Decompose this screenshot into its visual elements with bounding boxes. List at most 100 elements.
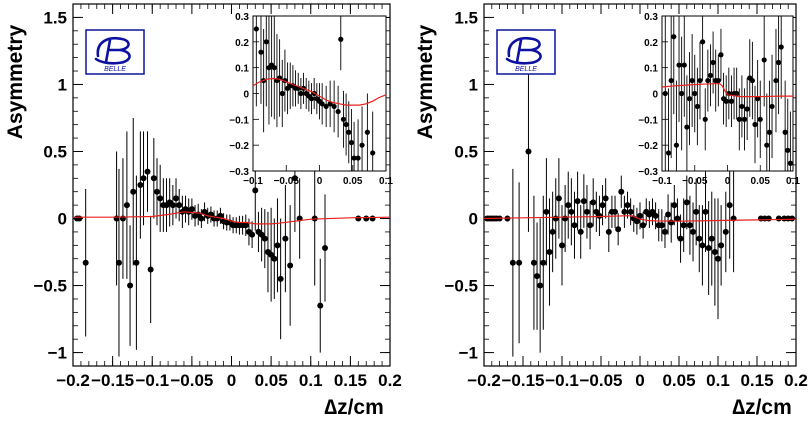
data-point — [201, 208, 208, 215]
inset-data-point — [718, 52, 724, 58]
x-tick-label: −0.2 — [467, 371, 501, 390]
data-point — [711, 249, 718, 256]
inset-data-point — [689, 77, 695, 84]
inset-data-point — [308, 96, 315, 102]
data-point — [287, 262, 294, 269]
data-point — [658, 222, 665, 229]
inset-data-point — [364, 129, 370, 135]
x-tick-label: −0.05 — [579, 371, 622, 390]
inset-data-point — [697, 77, 703, 84]
data-point — [605, 228, 612, 235]
y-tick-label: 1.5 — [43, 8, 67, 27]
inset-data-point — [736, 116, 742, 122]
inset-data-point — [665, 150, 672, 156]
inset-data-point — [331, 103, 337, 110]
x-tick-label: 0.1 — [706, 371, 730, 390]
data-point — [587, 222, 594, 229]
data-point — [708, 235, 715, 242]
x-tick-label: 0.15 — [740, 371, 773, 390]
inset-data-point — [348, 139, 355, 146]
inset-y-tick-label: 0.1 — [235, 64, 249, 75]
chart-panel-2: −1−0.500.511.5−0.2 −0.15 −0.1 −0.05 0 0.05 0.1… — [414, 3, 808, 419]
data-point — [268, 251, 275, 258]
inset-data-point — [359, 142, 365, 148]
inset-y-tick-label: 0.3 — [235, 12, 249, 23]
inset-data-point — [705, 77, 711, 84]
data-point — [274, 242, 281, 249]
inset-y-tick-label: 0.2 — [644, 38, 658, 49]
belle-logo: BELLE — [496, 29, 556, 75]
inset-data-point — [684, 124, 690, 130]
x-tick-label: −0.15 — [91, 371, 134, 390]
data-point — [718, 242, 725, 249]
data-point — [176, 202, 183, 209]
data-point — [130, 188, 137, 195]
y-axis-label: Asymmetry — [414, 24, 437, 139]
inset-x-tick-label: 0 — [725, 176, 731, 187]
inset-data-point — [785, 147, 791, 153]
data-point — [690, 228, 697, 235]
inset-data-point — [338, 36, 344, 42]
x-tick-label: 0.2 — [378, 371, 402, 390]
data-point — [715, 255, 721, 262]
inset-data-point — [778, 44, 784, 50]
data-point — [568, 208, 575, 215]
inset-data-point — [755, 96, 761, 102]
data-point — [680, 222, 687, 229]
inset-data-point — [764, 142, 770, 148]
data-point — [525, 148, 532, 155]
inset-data-point — [728, 98, 735, 104]
x-tick-label: −0.15 — [501, 371, 544, 390]
data-point — [590, 199, 597, 206]
data-point — [137, 182, 144, 188]
inset-data-point — [766, 129, 773, 135]
inset-y-tick-label: 0 — [243, 90, 249, 101]
data-point — [624, 202, 631, 209]
y-tick-label: 0.5 — [454, 142, 478, 161]
inset-data-point — [692, 90, 698, 97]
inset-data-point — [715, 77, 721, 84]
data-point — [169, 202, 176, 209]
inset-y-tick-label: −0.2 — [229, 141, 249, 152]
data-point — [677, 235, 684, 242]
inset-data-point — [662, 90, 668, 97]
fit-curve — [483, 215, 797, 222]
data-point — [150, 175, 157, 182]
data-point — [652, 212, 659, 219]
inset-data-point — [679, 90, 685, 97]
y-tick-label: 0 — [469, 210, 478, 229]
data-point — [363, 215, 370, 222]
logo-b-glyph — [505, 36, 542, 65]
data-point — [683, 199, 690, 206]
data-point — [699, 242, 706, 249]
inset-data-point — [761, 57, 767, 63]
data-point — [322, 245, 329, 252]
inset-data-point — [673, 142, 680, 148]
data-point — [621, 208, 628, 215]
data-point — [537, 282, 544, 289]
data-point — [154, 188, 161, 195]
data-point — [188, 206, 195, 213]
data-point — [789, 215, 796, 222]
data-point — [693, 208, 700, 215]
data-point — [618, 188, 625, 195]
inset-data-point — [686, 96, 693, 102]
inset-data-point — [668, 77, 674, 84]
data-point — [661, 228, 668, 235]
x-tick-label: −0.1 — [545, 371, 579, 390]
data-point — [127, 282, 134, 289]
data-point — [261, 235, 268, 242]
data-point — [571, 222, 578, 229]
data-point — [509, 259, 516, 266]
inset-y-tick-label: −0.1 — [229, 115, 249, 126]
inset-x-tick-label: 0 — [317, 176, 323, 187]
data-point — [140, 175, 147, 182]
data-point — [637, 212, 643, 219]
inset-data-point — [744, 106, 750, 112]
inset-data-point — [769, 103, 775, 110]
inset-data-point — [723, 98, 729, 104]
inset-data-point — [752, 121, 758, 128]
x-tick-label: 0 — [227, 371, 236, 390]
inset-y-tick-label: 0 — [652, 90, 658, 101]
y-tick-label: 1 — [58, 75, 67, 94]
